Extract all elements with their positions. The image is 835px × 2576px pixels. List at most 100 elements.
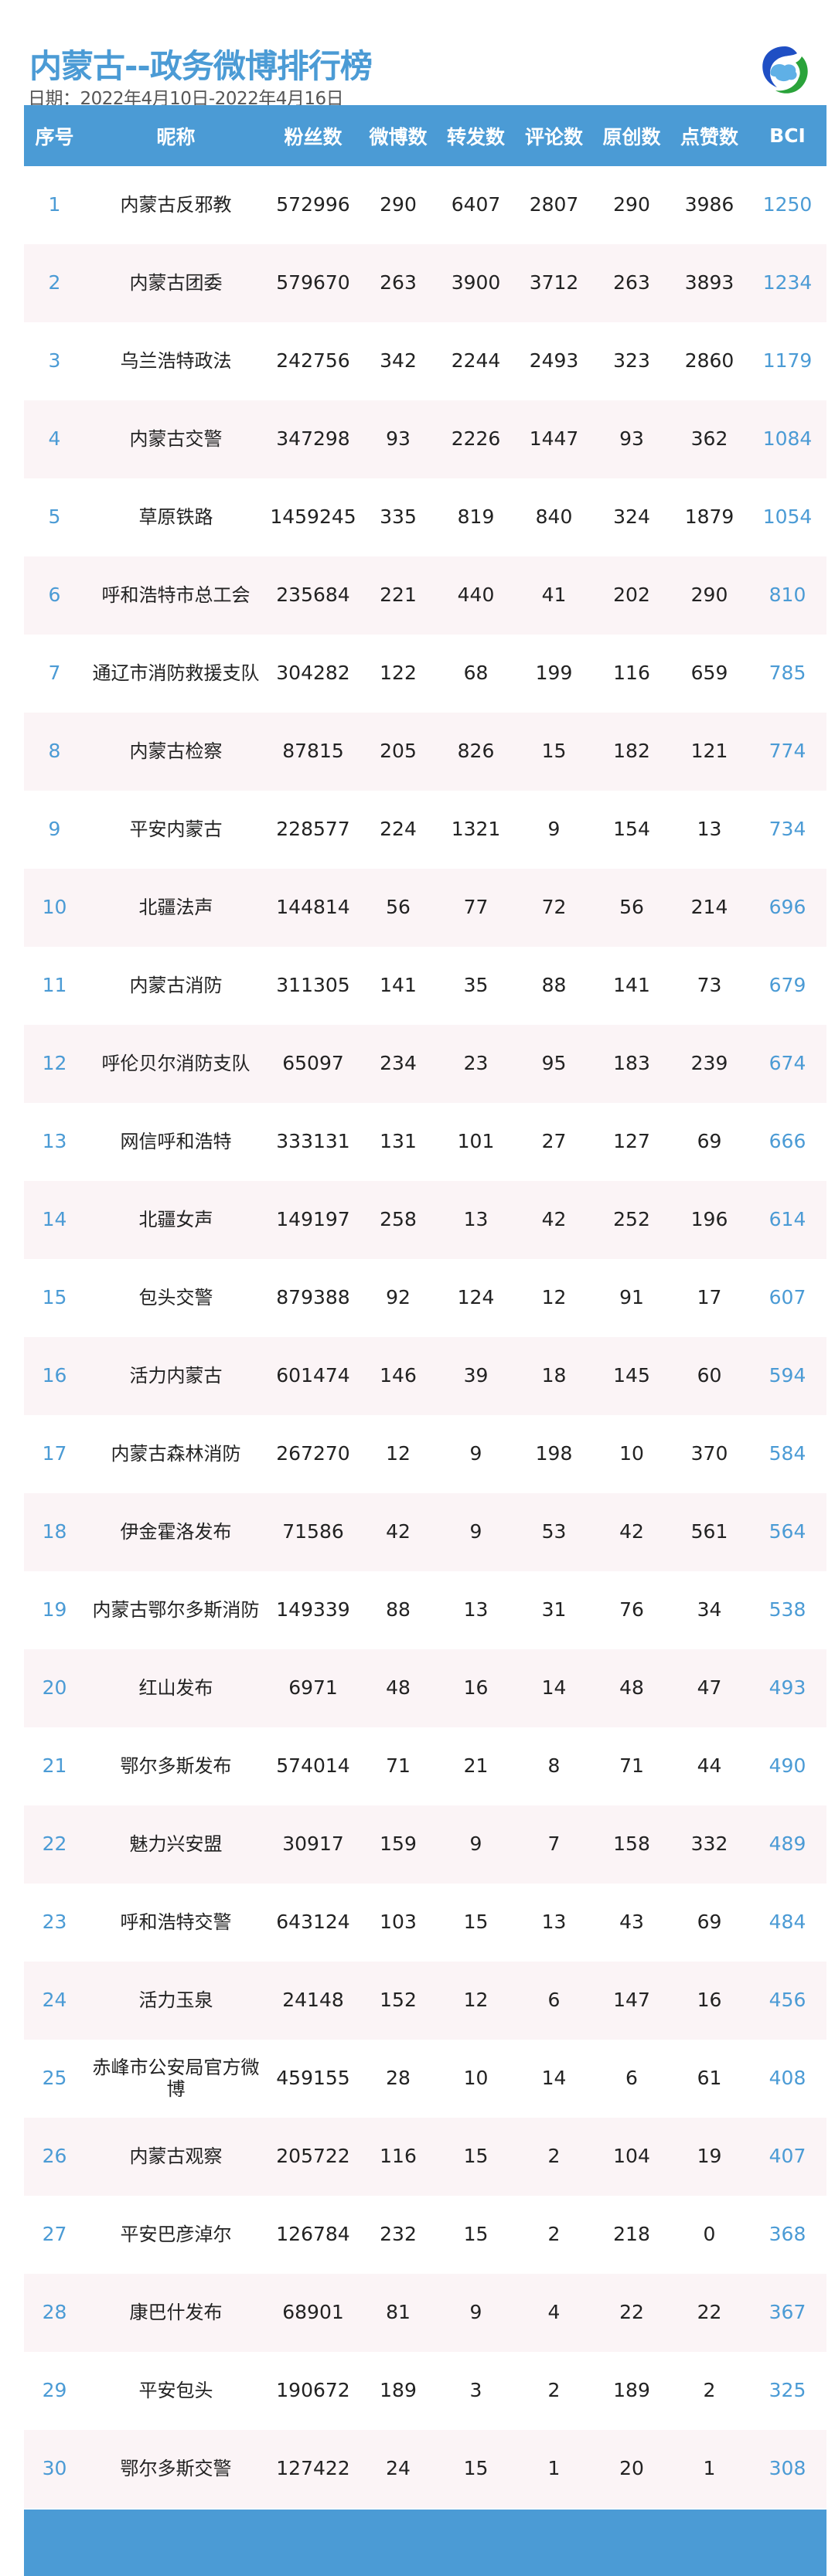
cell-originals: 43: [619, 1911, 644, 1934]
cell-reposts: 6407: [451, 193, 501, 216]
cell-followers: 24148: [267, 1962, 360, 2040]
cell-rank: 8: [24, 713, 85, 791]
cell-followers: 574014: [276, 1754, 350, 1778]
cell-followers: 205722: [267, 2118, 360, 2196]
cell-rank: 13: [42, 1130, 67, 1153]
cell-reposts: 68: [463, 662, 489, 685]
cell-rank: 18: [24, 1493, 85, 1571]
cell-likes: 13: [697, 818, 722, 841]
table-row: 2 内蒙古团委 579670 263 3900 3712 263 3893 1234: [24, 244, 826, 322]
cell-originals: 263: [593, 244, 670, 322]
cell-likes: 3893: [670, 244, 748, 322]
cell-name: 鄂尔多斯发布: [120, 1754, 232, 1777]
cell-rank: 2: [24, 244, 85, 322]
table-row: 18 伊金霍洛发布 71586 42 9 53 42 561 564: [24, 1493, 826, 1571]
table-row: 7 通辽市消防救援支队 304282 122 68 199 116 659 785: [24, 635, 826, 713]
cell-name: 内蒙古鄂尔多斯消防: [92, 1598, 260, 1621]
cell-reposts: 124: [457, 1286, 495, 1309]
table-row: 4 内蒙古交警 347298 93 2226 1447 93 362 1084: [24, 400, 826, 478]
table-row: 27 平安巴彦淖尔 126784 232 15 2 218 0 368: [24, 2196, 826, 2274]
cell-reposts: 101: [457, 1130, 495, 1153]
cell-reposts: 9: [437, 2274, 515, 2352]
cell-comments: 1: [515, 2430, 593, 2508]
cell-name: 内蒙古反邪教: [120, 193, 232, 216]
cell-name: 通辽市消防救援支队: [92, 662, 260, 684]
cell-posts: 205: [360, 713, 437, 791]
cell-originals: 127: [613, 1130, 650, 1153]
cell-bci: 564: [748, 1493, 826, 1571]
cell-originals: 252: [593, 1181, 670, 1259]
cell-bci: 1084: [748, 400, 826, 478]
cell-reposts: 9: [469, 1442, 482, 1465]
cell-followers: 149197: [267, 1181, 360, 1259]
table-row: 15 包头交警 879388 92 124 12 91 17 607: [24, 1259, 826, 1337]
cell-name: 呼伦贝尔消防支队: [85, 1025, 267, 1103]
cell-name: 乌兰浩特政法: [120, 349, 232, 372]
cell-name: 活力玉泉: [85, 1962, 267, 2040]
column-header-likes: 点赞数: [670, 105, 748, 166]
cell-comments: 2: [547, 2223, 561, 2246]
cell-bci: 674: [748, 1025, 826, 1103]
cell-comments: 2807: [529, 193, 579, 216]
cell-likes: 1: [670, 2430, 748, 2508]
cell-reposts: 1321: [451, 818, 501, 841]
table-row: 13 网信呼和浩特 333131 131 101 27 127 69 666: [24, 1103, 826, 1181]
cell-likes: 2860: [684, 349, 734, 373]
cell-name: 红山发布: [85, 1649, 267, 1727]
cell-likes: 17: [697, 1286, 722, 1309]
cell-posts: 189: [380, 2379, 417, 2402]
cell-rank: 29: [42, 2379, 67, 2402]
cell-reposts: 819: [457, 505, 495, 529]
cell-posts: 12: [386, 1442, 411, 1465]
cell-posts: 342: [380, 349, 417, 373]
cell-comments: 53: [515, 1493, 593, 1571]
cell-posts: 234: [360, 1025, 437, 1103]
cell-likes: 61: [697, 2067, 722, 2090]
cell-rank: 5: [48, 505, 61, 529]
cell-originals: 145: [593, 1337, 670, 1415]
cell-name: 平安巴彦淖尔: [120, 2223, 232, 2245]
cell-reposts: 13: [463, 1598, 489, 1621]
cell-likes: 362: [670, 400, 748, 478]
cell-name: 呼和浩特市总工会: [85, 556, 267, 635]
cell-reposts: 3900: [437, 244, 515, 322]
cell-followers: 87815: [267, 713, 360, 791]
cell-name: 魅力兴安盟: [85, 1805, 267, 1884]
cell-reposts: 12: [437, 1962, 515, 2040]
cell-posts: 42: [360, 1493, 437, 1571]
cell-posts: 81: [360, 2274, 437, 2352]
cell-comments: 14: [541, 2067, 567, 2090]
cell-rank: 7: [48, 662, 61, 685]
cell-originals: 10: [619, 1442, 644, 1465]
table-row: 16 活力内蒙古 601474 146 39 18 145 60 594: [24, 1337, 826, 1415]
cell-posts: 48: [360, 1649, 437, 1727]
cell-posts: 232: [380, 2223, 417, 2246]
cell-likes: 44: [697, 1754, 722, 1778]
cell-followers: 228577: [276, 818, 350, 841]
cell-followers: 144814: [267, 869, 360, 947]
cell-bci: 607: [769, 1286, 806, 1309]
table-row: 3 乌兰浩特政法 242756 342 2244 2493 323 2860 1179: [24, 322, 826, 400]
cell-originals: 20: [593, 2430, 670, 2508]
cell-posts: 71: [386, 1754, 411, 1778]
cell-rank: 25: [42, 2067, 67, 2090]
cell-bci: 367: [748, 2274, 826, 2352]
cell-name: 北疆法声: [85, 869, 267, 947]
cell-comments: 27: [541, 1130, 567, 1153]
cell-bci: 1054: [762, 505, 813, 529]
cell-likes: 659: [690, 662, 728, 685]
cell-posts: 131: [380, 1130, 417, 1153]
cell-rank: 15: [42, 1286, 67, 1309]
cell-name: 鄂尔多斯交警: [85, 2430, 267, 2508]
cell-comments: 2: [515, 2118, 593, 2196]
cell-bci: 456: [748, 1962, 826, 2040]
page-title: 内蒙古--政务微博排行榜: [29, 47, 373, 85]
cell-followers: 235684: [267, 556, 360, 635]
cell-name: 网信呼和浩特: [120, 1130, 232, 1152]
cell-posts: 28: [386, 2067, 411, 2090]
cell-reposts: 440: [437, 556, 515, 635]
cell-likes: 73: [697, 974, 722, 997]
cell-reposts: 15: [463, 2223, 489, 2246]
cell-rank: 4: [24, 400, 85, 478]
cell-originals: 324: [613, 505, 650, 529]
